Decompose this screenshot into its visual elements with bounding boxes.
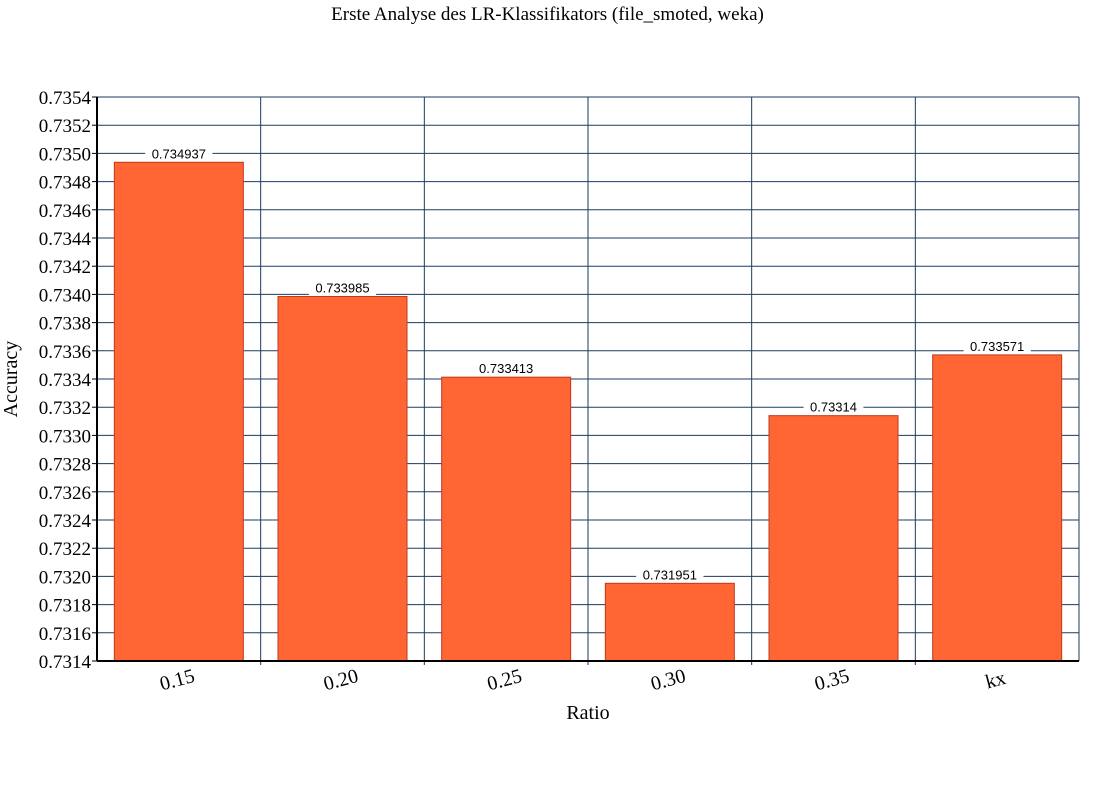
y-tick-label: 0.7346 — [39, 201, 91, 222]
y-tick-label: 0.7326 — [39, 483, 91, 504]
y-tick-label: 0.7334 — [39, 370, 92, 391]
data-label: 0.731951 — [643, 567, 697, 582]
data-label-background — [636, 566, 704, 583]
y-tick-label: 0.7316 — [39, 624, 91, 645]
bar — [932, 354, 1063, 662]
data-label: 0.733413 — [479, 361, 533, 376]
x-tick-label: 0.15 — [158, 665, 198, 695]
bars — [113, 161, 1063, 662]
x-tick-label: kx — [983, 667, 1008, 693]
data-label-background — [145, 145, 213, 162]
data-label-background — [803, 398, 864, 415]
x-tick-label: 0.20 — [321, 665, 361, 695]
y-tick-label: 0.7328 — [39, 455, 91, 476]
y-tick-label: 0.7352 — [39, 116, 91, 137]
y-tick-label: 0.7318 — [39, 596, 91, 617]
axes — [92, 96, 1079, 662]
y-tick-label: 0.7354 — [39, 88, 92, 109]
y-tick-label: 0.7322 — [39, 539, 91, 560]
data-label: 0.73314 — [810, 400, 857, 415]
x-tick-label: 0.30 — [649, 665, 689, 695]
y-tick-label: 0.7350 — [39, 144, 91, 165]
bar — [441, 376, 572, 662]
y-tick-label: 0.7344 — [39, 229, 92, 250]
y-tick-label: 0.7336 — [39, 342, 91, 363]
x-tick-label: 0.25 — [485, 665, 525, 695]
y-tick-label: 0.7340 — [39, 285, 91, 306]
y-tick-label: 0.7342 — [39, 257, 91, 278]
x-axis-title: Ratio — [566, 702, 609, 724]
y-tick-label: 0.7338 — [39, 314, 91, 335]
bar — [768, 415, 899, 662]
y-tick-label: 0.7320 — [39, 567, 91, 588]
data-label: 0.734937 — [152, 146, 206, 161]
bar — [604, 582, 735, 662]
data-label: 0.733571 — [970, 339, 1024, 354]
chart-title: Erste Analyse des LR-Klassifikators (fil… — [331, 4, 764, 25]
x-tick-label: 0.35 — [812, 665, 852, 695]
bar — [277, 296, 408, 662]
data-label-background — [472, 360, 540, 377]
data-label-background — [963, 337, 1031, 354]
grid-lines — [97, 96, 1080, 665]
y-tick-label: 0.7348 — [39, 173, 91, 194]
y-tick-label: 0.7330 — [39, 426, 91, 447]
data-label-background — [308, 279, 377, 296]
bar — [113, 161, 244, 662]
y-tick-label: 0.7314 — [39, 652, 92, 673]
y-tick-label: 0.7332 — [39, 398, 91, 419]
y-tick-label: 0.7324 — [39, 511, 92, 532]
data-label: 0.733985 — [315, 281, 369, 296]
y-axis-title: Accuracy — [0, 341, 22, 418]
